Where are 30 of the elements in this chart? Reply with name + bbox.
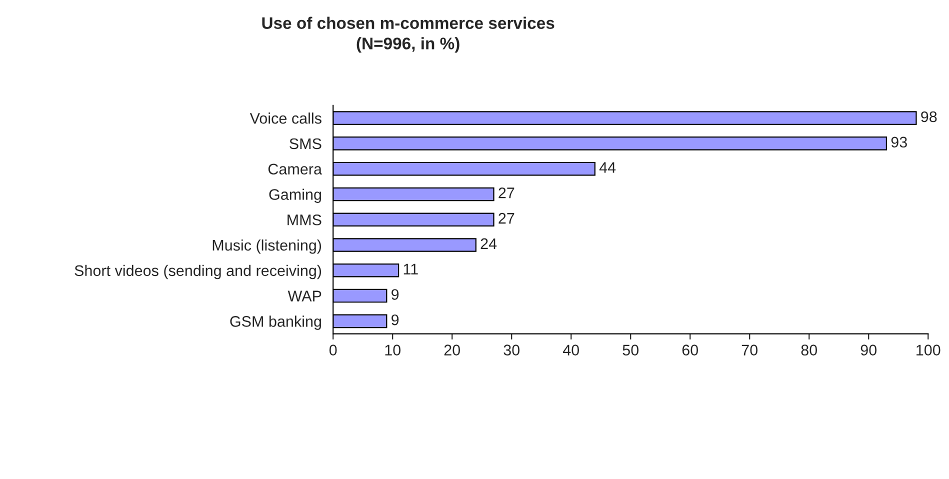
x-tick-label: 30 <box>504 344 520 356</box>
data-label: 93 <box>891 136 907 148</box>
y-tick-label: GSM banking <box>230 316 322 330</box>
y-tick-label: Music (listening) <box>212 239 322 254</box>
y-tick-label: Camera <box>268 164 322 175</box>
data-label: 44 <box>599 162 616 173</box>
data-label: 27 <box>498 188 514 198</box>
y-tick-label: Short videos (sending and receiving) <box>74 264 322 280</box>
y-tick-label: SMS <box>290 138 322 150</box>
y-tick-label: Gaming <box>269 188 322 203</box>
data-label: 11 <box>404 264 418 274</box>
x-tick-label: 80 <box>801 344 818 356</box>
x-tick-label: 40 <box>562 344 580 356</box>
x-tick-label: 60 <box>682 344 698 356</box>
data-label: 9 <box>392 289 399 300</box>
data-label: 27 <box>498 212 514 224</box>
chart-title: Use of chosen m-commerce services (N=996, in %) <box>262 16 554 53</box>
x-tick-label: 20 <box>444 344 460 356</box>
x-tick-label: 0 <box>329 344 337 356</box>
x-tick-label: 10 <box>385 344 400 356</box>
y-tick-label: WAP <box>288 290 322 302</box>
y-tick-label: Voice calls <box>250 112 322 124</box>
x-tick-label: 50 <box>622 344 639 356</box>
data-label: 98 <box>921 111 937 122</box>
y-tick-label: MMS <box>288 214 322 226</box>
x-tick-label: 100 <box>916 344 940 356</box>
x-tick-label: 90 <box>860 344 877 356</box>
x-tick-label: 70 <box>742 344 758 356</box>
data-label: 9 <box>392 314 399 326</box>
data-label: 24 <box>480 238 497 249</box>
